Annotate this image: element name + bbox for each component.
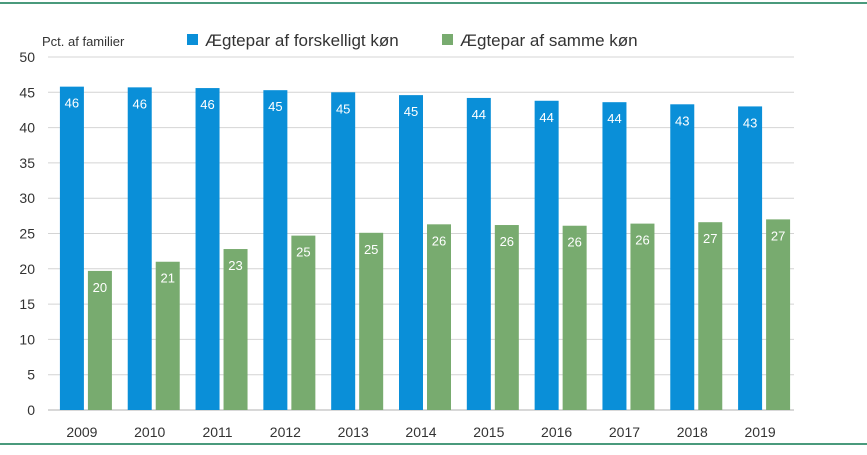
bar-samme-kon — [766, 219, 791, 410]
data-label: 25 — [364, 242, 378, 257]
y-tick-label: 5 — [27, 367, 35, 383]
x-tick-label: 2018 — [677, 424, 708, 440]
x-tick-label: 2009 — [66, 424, 97, 440]
x-tick-label: 2013 — [338, 424, 369, 440]
bar-samme-kon — [359, 232, 384, 410]
x-tick-label: 2010 — [134, 424, 165, 440]
y-axis-unit-label: Pct. af familier — [42, 34, 125, 49]
bar-samme-kon — [87, 270, 112, 410]
y-tick-label: 45 — [19, 84, 35, 100]
bar-forskelligt-kon — [670, 104, 695, 410]
data-label: 27 — [771, 228, 785, 243]
x-tick-label: 2019 — [745, 424, 776, 440]
data-label: 23 — [228, 258, 242, 273]
bar-samme-kon — [223, 249, 248, 410]
x-tick-label: 2011 — [202, 424, 232, 440]
x-tick-label: 2014 — [405, 424, 436, 440]
y-tick-label: 40 — [19, 120, 35, 136]
legend-swatch-forskelligt-kon — [187, 34, 198, 45]
y-tick-label: 10 — [19, 331, 35, 347]
bar-forskelligt-kon — [466, 97, 491, 410]
bar-forskelligt-kon — [738, 106, 763, 411]
bar-forskelligt-kon — [127, 87, 152, 410]
data-label: 26 — [432, 233, 446, 248]
y-tick-label: 20 — [19, 261, 35, 277]
y-tick-label: 50 — [19, 49, 35, 65]
bar-samme-kon — [427, 224, 451, 410]
y-tick-label: 30 — [19, 190, 35, 206]
bar-samme-kon — [155, 261, 180, 410]
data-label: 46 — [132, 96, 146, 111]
legend-label-samme-kon: Ægtepar af samme køn — [460, 31, 638, 50]
data-label: 45 — [404, 104, 418, 119]
bar-forskelligt-kon — [59, 86, 84, 410]
bars: 46 20 46 21 46 23 45 25 45 25 45 26 44 26 44 26 44 26 43 27… — [59, 86, 791, 411]
bar-forskelligt-kon — [602, 102, 627, 411]
bar-samme-kon — [630, 223, 655, 410]
data-label: 46 — [200, 97, 214, 112]
y-tick-label: 25 — [19, 226, 35, 242]
bar-samme-kon — [562, 225, 587, 410]
data-label: 26 — [500, 234, 514, 249]
bar-forskelligt-kon — [534, 100, 559, 410]
data-label: 26 — [567, 235, 581, 250]
y-axis: 0 5 10 15 20 25 30 35 40 45 50 — [19, 49, 35, 418]
data-label: 20 — [93, 280, 107, 295]
data-label: 26 — [635, 233, 649, 248]
bar-forskelligt-kon — [263, 90, 288, 410]
data-label: 25 — [296, 245, 310, 260]
bar-samme-kon — [494, 225, 519, 410]
x-tick-label: 2015 — [473, 424, 504, 440]
x-tick-label: 2017 — [609, 424, 640, 440]
data-label: 46 — [65, 96, 79, 111]
data-label: 45 — [336, 101, 350, 116]
bar-forskelligt-kon — [331, 92, 356, 411]
top-border — [0, 2, 867, 4]
data-label: 43 — [675, 113, 689, 128]
data-label: 45 — [268, 99, 282, 114]
data-label: 44 — [607, 111, 621, 126]
x-axis: 2009 2010 2011 2012 2013 2014 2015 2016 2017 2018… — [66, 424, 776, 440]
legend-label-forskelligt-kon: Ægtepar af forskelligt køn — [205, 31, 399, 50]
data-label: 43 — [743, 115, 757, 130]
legend-swatch-samme-kon — [442, 34, 453, 45]
legend: Ægtepar af forskelligt køn Ægtepar af sa… — [187, 31, 638, 50]
data-label: 44 — [472, 107, 486, 122]
y-tick-label: 35 — [19, 155, 35, 171]
data-label: 27 — [703, 231, 717, 246]
x-tick-label: 2016 — [541, 424, 572, 440]
bar-samme-kon — [291, 235, 316, 410]
data-label: 44 — [539, 110, 553, 125]
bar-forskelligt-kon — [195, 88, 220, 411]
bar-samme-kon — [698, 222, 723, 410]
y-tick-label: 0 — [27, 402, 35, 418]
x-tick-label: 2012 — [270, 424, 301, 440]
y-tick-label: 15 — [19, 296, 35, 312]
data-label: 21 — [160, 271, 174, 286]
bar-forskelligt-kon — [399, 95, 423, 411]
bottom-border — [0, 443, 867, 445]
